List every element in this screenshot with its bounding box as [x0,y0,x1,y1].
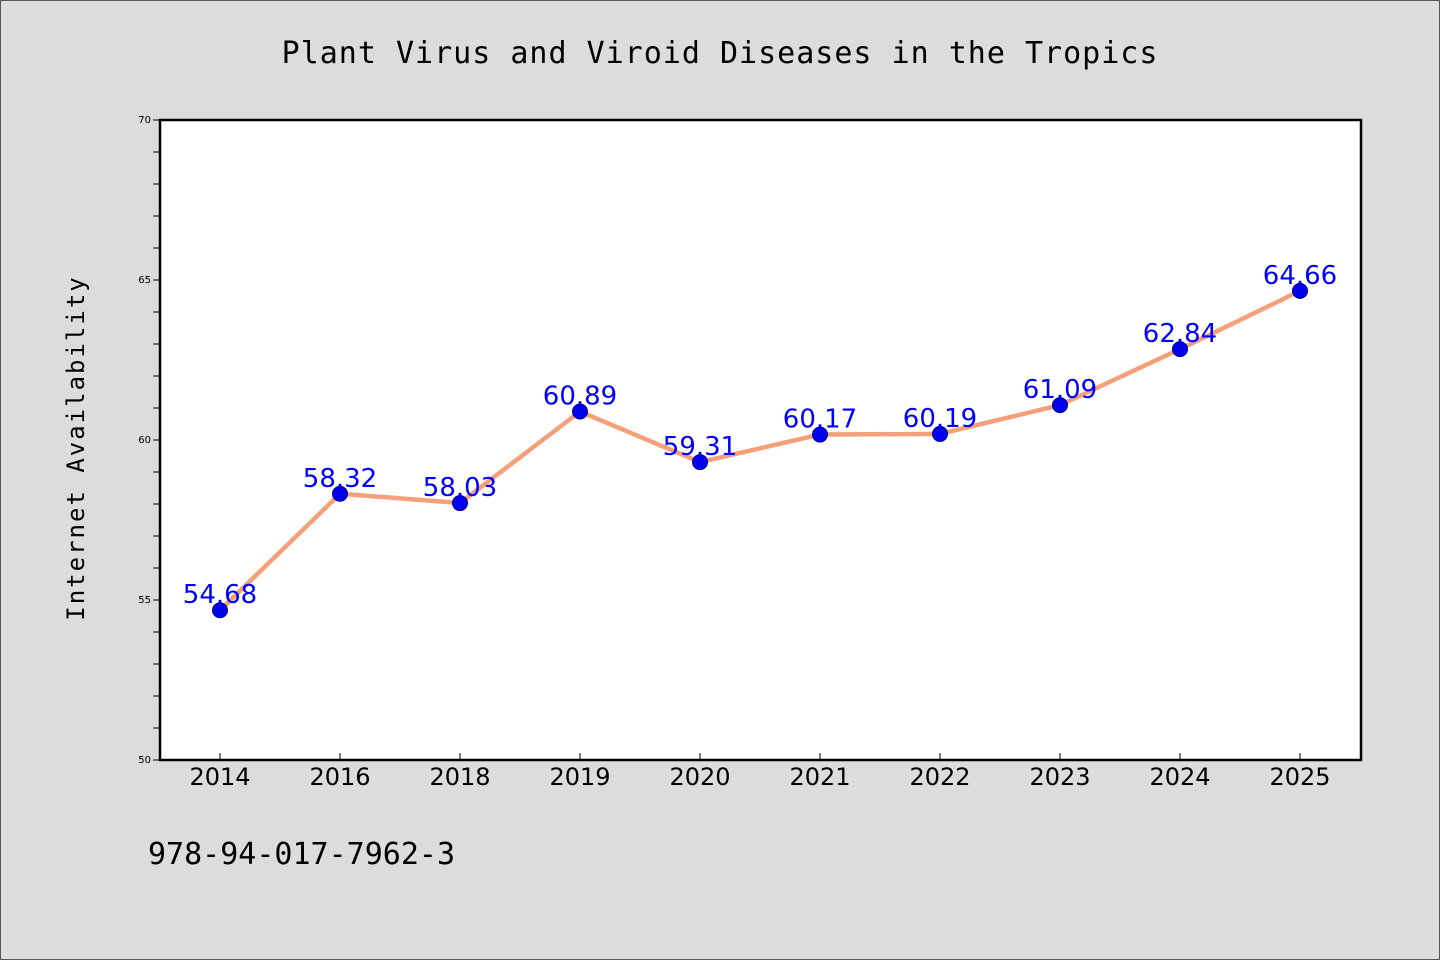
series-line [217,288,1303,613]
data-label: 61.09 [1023,375,1097,405]
x-tick-label: 2022 [909,763,970,791]
x-tick-label: 2021 [789,763,850,791]
data-label: 60.17 [783,405,857,435]
y-tick-label: 65 [138,275,151,286]
data-labels: 54.68 58.32 58.03 60.89 59.31 60.17 60.19 61.09… [183,261,1337,610]
data-point [692,454,708,471]
data-point [1172,341,1188,358]
data-label: 54.68 [183,580,257,610]
y-tick-label: 55 [138,595,151,606]
y-tick-label: 50 [138,755,151,766]
isbn-annotation: 978-94-017-7962-3 [148,837,455,872]
data-point [332,485,348,502]
data-label: 62.84 [1143,319,1217,349]
series-markers [212,282,1308,619]
data-point [932,425,948,442]
y-axis-label: Internet Availability [62,275,90,620]
plot-area [158,118,1363,762]
x-tick-label: 2018 [429,763,490,791]
data-point [572,403,588,420]
chart-title: Plant Virus and Viroid Diseases in the T… [282,36,1159,71]
x-tick-label: 2023 [1029,763,1090,791]
data-label: 58.03 [423,473,497,503]
data-label: 64.66 [1263,261,1337,291]
data-point [1052,397,1068,414]
x-tick-label: 2020 [669,763,730,791]
data-point [212,602,228,619]
data-label: 60.89 [543,382,617,412]
x-tick-label: 2025 [1269,763,1330,791]
data-label: 58.32 [303,464,377,494]
data-point [1292,282,1308,299]
x-tick-label: 2014 [189,763,250,791]
y-tick-label: 70 [138,115,151,126]
data-label: 59.31 [663,432,737,462]
y-axis-ticks: 50 55 60 65 70 [138,115,160,766]
series-line-group [217,288,1303,613]
x-axis-ticks: 2014 2016 2018 2019 2020 2021 2022 2023 2024 2025 [189,753,1331,791]
y-tick-label: 60 [138,435,151,446]
data-label: 60.19 [903,404,977,434]
data-point [452,495,468,512]
x-tick-label: 2024 [1149,763,1210,791]
x-tick-label: 2016 [309,763,370,791]
data-point [812,426,828,443]
x-tick-label: 2019 [549,763,610,791]
